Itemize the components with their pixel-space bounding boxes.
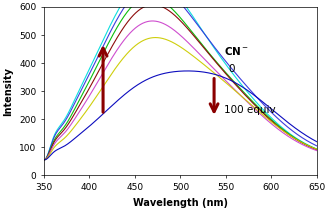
X-axis label: Wavelength (nm): Wavelength (nm)	[133, 197, 228, 208]
Text: 100 equiv: 100 equiv	[224, 105, 276, 115]
Text: 0: 0	[229, 65, 235, 74]
Text: CN$^-$: CN$^-$	[224, 46, 249, 57]
Y-axis label: Intensity: Intensity	[4, 67, 13, 116]
